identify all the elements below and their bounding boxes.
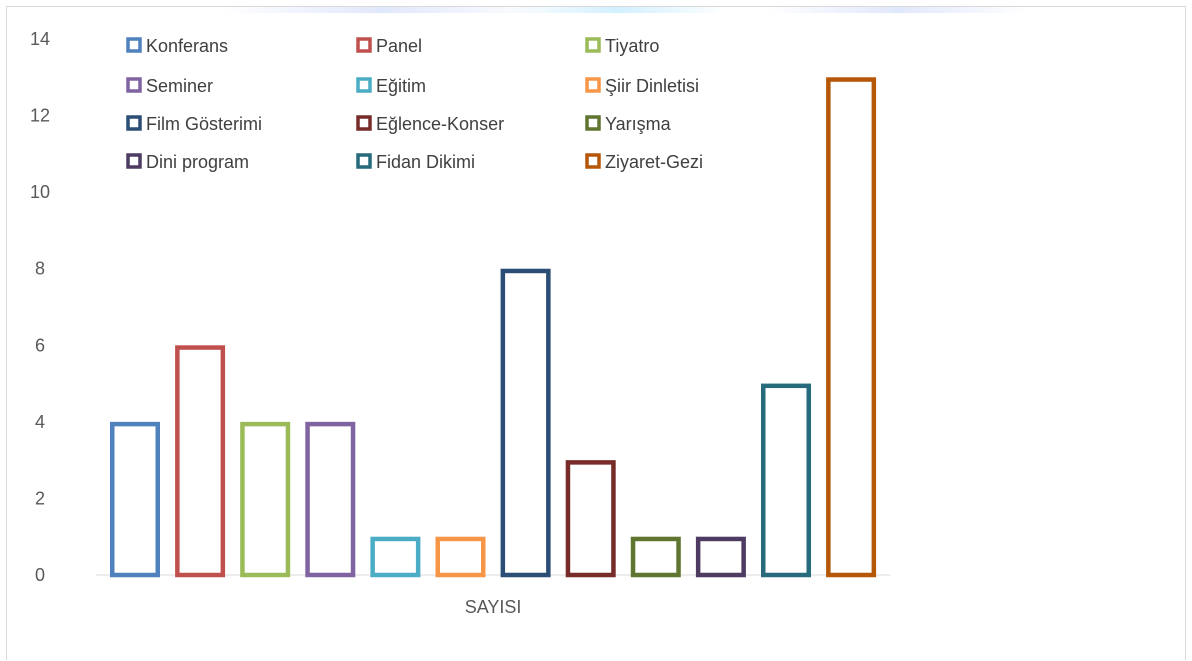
legend-label: Tiyatro <box>605 36 659 56</box>
top-accent-right <box>767 7 1027 13</box>
bars <box>96 77 891 578</box>
legend-swatch <box>126 77 142 93</box>
legend-item-ziyaret-gezi: Ziyaret-Gezi <box>585 152 703 172</box>
chart-frame <box>6 6 1186 660</box>
y-tick-label-8: 8 <box>35 259 45 279</box>
legend-item-konferans: Konferans <box>126 36 228 56</box>
y-tick-label-10: 10 <box>30 182 50 202</box>
bar-panel <box>175 345 226 578</box>
bar-fidan-dikimi <box>761 383 811 578</box>
legend-swatch <box>126 115 142 131</box>
legend-item-eğlence-konser: Eğlence-Konser <box>356 114 504 134</box>
legend-item-eğitim: Eğitim <box>356 76 426 96</box>
bar-konferans <box>110 421 160 578</box>
bar-tiyatro <box>240 421 291 578</box>
bar-yarışma <box>630 536 681 578</box>
legend-item-film-gösterimi: Film Gösterimi <box>126 114 262 134</box>
legend-swatch <box>356 153 372 169</box>
legend-item-dini-program: Dini program <box>126 152 249 172</box>
legend-label: Konferans <box>146 36 228 56</box>
y-tick-label-12: 12 <box>30 106 50 126</box>
legend-swatch <box>585 153 601 169</box>
top-accent-middle <box>507 7 727 13</box>
legend-swatch <box>585 115 601 131</box>
legend-swatch <box>356 77 372 93</box>
y-tick-label-4: 4 <box>35 412 45 432</box>
bar-ziyaret-gezi <box>826 77 877 578</box>
legend-swatch <box>126 37 142 53</box>
y-tick-label-6: 6 <box>35 335 45 355</box>
category-label: SAYISI <box>465 597 522 617</box>
y-tick-label-14: 14 <box>30 29 50 49</box>
legend-label: Film Gösterimi <box>146 114 262 134</box>
legend-label: Yarışma <box>605 114 672 134</box>
legend-label: Dini program <box>146 152 249 172</box>
y-axis: 0 2 4 6 8 10 12 14 <box>30 29 50 585</box>
bar-seminer <box>305 421 356 578</box>
legend-swatch <box>585 37 601 53</box>
legend-item-seminer: Seminer <box>126 76 213 96</box>
legend-item-şiir-dinletisi: Şiir Dinletisi <box>585 76 699 96</box>
y-tick-label-0: 0 <box>35 565 45 585</box>
legend-swatch <box>585 77 601 93</box>
legend-item-fidan-dikimi: Fidan Dikimi <box>356 152 475 172</box>
legend: Konferans Panel Tiyatro Seminer Eğitim Şiir D… <box>126 36 703 172</box>
legend-swatch <box>356 115 372 131</box>
bar-eğlence-konser <box>565 460 616 578</box>
top-accent-left <box>222 7 542 13</box>
legend-swatch <box>126 153 142 169</box>
legend-label: Eğitim <box>376 76 426 96</box>
legend-item-panel: Panel <box>356 36 422 56</box>
legend-label: Seminer <box>146 76 213 96</box>
legend-label: Eğlence-Konser <box>376 114 504 134</box>
legend-label: Ziyaret-Gezi <box>605 152 703 172</box>
legend-label: Şiir Dinletisi <box>605 76 699 96</box>
bar-dini-program <box>695 536 746 578</box>
legend-item-yarışma: Yarışma <box>585 114 672 134</box>
y-tick-label-2: 2 <box>35 488 45 508</box>
legend-swatch <box>356 37 372 53</box>
x-axis-categories: SAYISI <box>465 597 522 617</box>
legend-item-tiyatro: Tiyatro <box>585 36 659 56</box>
bar-eğitim <box>370 536 421 578</box>
bar-film-gösterimi <box>500 268 551 578</box>
bar-şiir-dinletisi <box>435 536 486 578</box>
legend-label: Fidan Dikimi <box>376 152 475 172</box>
legend-label: Panel <box>376 36 422 56</box>
